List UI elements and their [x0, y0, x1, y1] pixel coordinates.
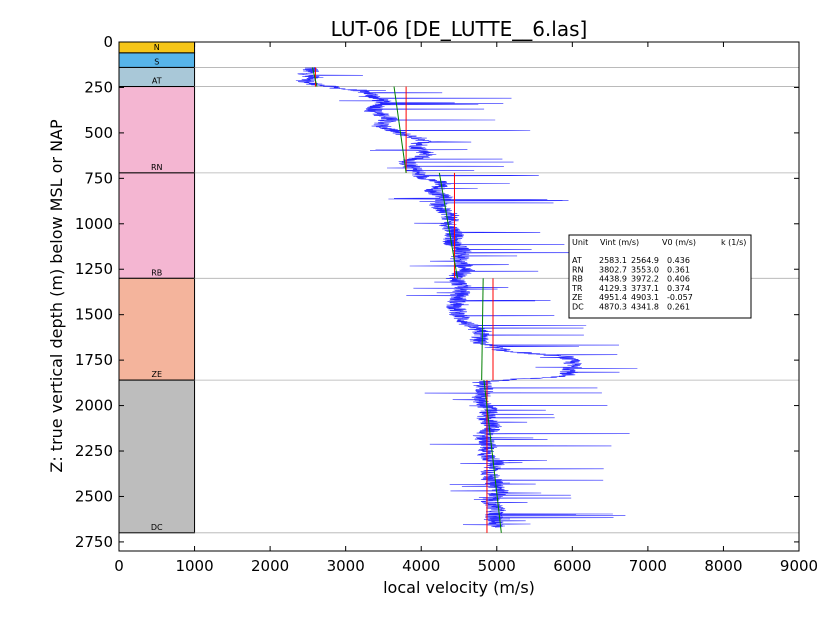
legend-cell: 0.261 [667, 303, 690, 312]
legend-cell: RN [572, 265, 584, 274]
legend-cell: 0.436 [667, 256, 690, 265]
y-tick-label: 500 [84, 124, 113, 142]
legend-cell: 4341.8 [631, 303, 659, 312]
strat-unit-label-rn: RN [151, 163, 163, 172]
legend-header: V0 (m/s) [662, 238, 696, 247]
plot-frame [118, 41, 800, 552]
legend-cell: 4903.1 [631, 293, 659, 302]
legend-cell: 2583.1 [599, 256, 627, 265]
legend-box [568, 234, 752, 319]
legend-cell: 4438.9 [599, 275, 627, 284]
y-tick-label: 1000 [75, 215, 113, 233]
y-tick-label: 1750 [75, 351, 113, 369]
x-tick-label: 4000 [402, 557, 440, 575]
strat-unit-rn [118, 86, 196, 174]
strat-unit-rb [118, 172, 196, 279]
y-tick-label: 2000 [75, 397, 113, 415]
legend-cell: 3802.7 [599, 265, 627, 274]
trend-line-dc [483, 380, 502, 533]
strat-unit-dc [118, 379, 196, 534]
x-tick-label: 1000 [175, 557, 213, 575]
legend-cell: 0.361 [667, 265, 690, 274]
legend-cell: AT [572, 256, 582, 265]
x-tick-label: 3000 [327, 557, 365, 575]
trend-line-at [311, 67, 318, 87]
legend-cell: 4951.4 [599, 293, 627, 302]
legend-cell: ZE [572, 293, 583, 302]
x-tick-label: 5000 [478, 557, 516, 575]
strat-unit-ze [118, 277, 196, 381]
legend-cell: 2564.9 [631, 256, 659, 265]
chart-title: LUT-06 [DE_LUTTE__6.las] [331, 17, 588, 41]
y-tick-label: 2500 [75, 487, 113, 505]
legend-cell: DC [572, 303, 584, 312]
strat-unit-label-rb: RB [151, 268, 162, 277]
y-tick-label: 750 [84, 169, 113, 187]
legend-header: k (1/s) [721, 238, 746, 247]
legend-table: Unit Vint (m/s) V0 (m/s) k (1/s) AT 2583.1 256… [568, 234, 752, 319]
x-tick-label: 8000 [704, 557, 742, 575]
x-tick-label: 7000 [629, 557, 667, 575]
y-axis-label: Z: true vertical depth (m) below MSL or … [47, 119, 66, 473]
strat-unit-label-dc: DC [151, 523, 163, 532]
strat-unit-label-s: S [154, 57, 159, 66]
y-tick-label: 2750 [75, 533, 113, 551]
legend-cell: 3737.1 [631, 284, 659, 293]
y-tick-label: 1250 [75, 260, 113, 278]
legend-cell: 4870.3 [599, 303, 627, 312]
legend-cell: RB [572, 275, 583, 284]
x-axis-label: local velocity (m/s) [383, 578, 535, 597]
legend-cell: TR [571, 284, 583, 293]
series-velocity-log [295, 67, 638, 528]
x-tick-label: 0 [114, 557, 124, 575]
legend-cell: 3553.0 [631, 265, 659, 274]
legend-cell: 3972.2 [631, 275, 659, 284]
x-tick-label: 2000 [251, 557, 289, 575]
y-tick-label: 1500 [75, 306, 113, 324]
legend-header: Vint (m/s) [600, 238, 639, 247]
x-tick-label: 9000 [780, 557, 818, 575]
trend-line-rn [393, 86, 407, 173]
y-tick-label: 250 [84, 78, 113, 96]
legend-header: Unit [572, 238, 588, 247]
legend-cell: -0.057 [667, 293, 693, 302]
trend-line-ze [481, 278, 484, 381]
strat-unit-label-ze: ZE [152, 370, 163, 379]
legend-cell: 0.406 [667, 275, 690, 284]
x-tick-label: 6000 [553, 557, 591, 575]
y-tick-label: 0 [103, 33, 113, 51]
y-tick-label: 2250 [75, 442, 113, 460]
trend-line-rb [438, 172, 458, 279]
strat-unit-label-n: N [154, 43, 160, 52]
legend-cell: 0.374 [667, 284, 690, 293]
legend-cell: 4129.3 [599, 284, 627, 293]
strat-unit-label-at: AT [152, 77, 162, 86]
